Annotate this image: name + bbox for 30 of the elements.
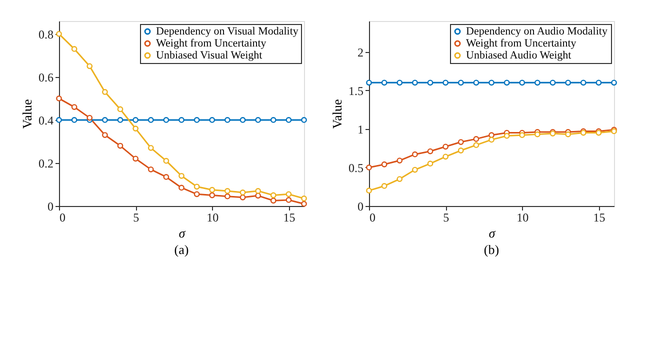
y-tick-label: 0 bbox=[358, 200, 364, 214]
text: (a) bbox=[174, 242, 189, 257]
x-tick-label: 10 bbox=[516, 210, 529, 224]
y-tick-label: 0.6 bbox=[38, 70, 54, 84]
legend-label: Weight from Uncertainty bbox=[156, 38, 267, 50]
y-tick-label: 1 bbox=[358, 122, 364, 136]
y-axis-title: Value bbox=[20, 98, 34, 129]
text: (b) bbox=[484, 242, 500, 257]
legend-label: Weight from Uncertainty bbox=[466, 38, 577, 50]
legend-label: Unbiased Audio Weight bbox=[466, 50, 572, 62]
x-tick-label: 0 bbox=[60, 210, 66, 224]
x-tick-label: 5 bbox=[443, 210, 450, 224]
y-tick-label: 1.5 bbox=[348, 84, 364, 98]
y-tick-label: 0.2 bbox=[38, 156, 54, 170]
y-tick-label: 2 bbox=[358, 45, 364, 60]
x-tick-label: 10 bbox=[206, 210, 219, 224]
legend-label: Dependency on Visual Modality bbox=[156, 26, 299, 38]
legend-label: Unbiased Visual Weight bbox=[156, 50, 262, 62]
y-tick-label: 0.8 bbox=[38, 27, 54, 42]
legend-label: Dependency on Audio Modality bbox=[466, 26, 608, 38]
y-tick-label: 0.4 bbox=[38, 113, 54, 128]
x-tick-label: 0 bbox=[370, 210, 376, 224]
x-axis-title: σ bbox=[488, 226, 496, 240]
x-tick-label: 15 bbox=[283, 210, 296, 224]
y-axis-title: Value bbox=[330, 98, 344, 129]
y-tick-label: 0 bbox=[48, 200, 54, 214]
y-tick-label: 0.5 bbox=[348, 160, 364, 175]
x-tick-label: 5 bbox=[133, 210, 140, 224]
x-tick-label: 15 bbox=[593, 210, 606, 224]
x-axis-title: σ bbox=[178, 226, 186, 240]
